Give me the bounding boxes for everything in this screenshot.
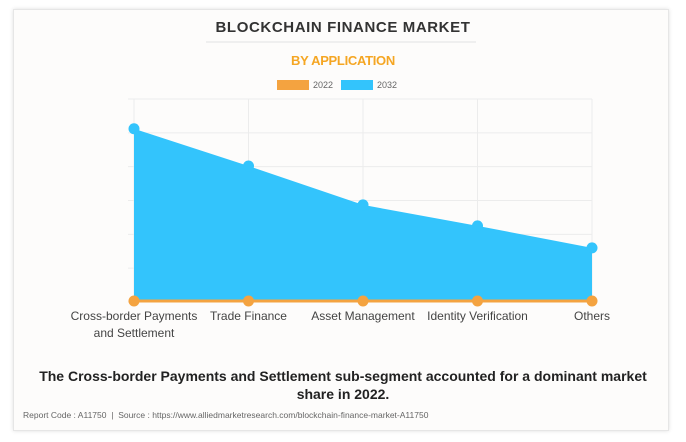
data-point-2032[interactable] xyxy=(472,220,483,232)
x-label-asset-management: Asset Management xyxy=(311,309,415,323)
data-point-2032[interactable] xyxy=(357,199,369,211)
legend-swatch-2022 xyxy=(277,80,309,90)
legend-label-2032: 2032 xyxy=(377,80,398,90)
x-label-cross-border: Cross-border Payments and Settlement xyxy=(70,309,198,340)
data-point-2022[interactable] xyxy=(243,295,254,307)
footer: Report Code : A11750 | Source : https://… xyxy=(23,410,428,420)
data-point-2022[interactable] xyxy=(128,295,140,307)
markers-2032 xyxy=(128,123,598,254)
chart-caption: The Cross-border Payments and Settlement… xyxy=(39,368,647,402)
source-link[interactable]: Source : https://www.alliedmarketresearc… xyxy=(118,410,429,420)
legend-item-2022[interactable]: 2022 xyxy=(277,80,333,90)
data-point-2022[interactable] xyxy=(472,295,483,307)
legend-item-2032[interactable]: 2032 xyxy=(341,80,397,90)
data-point-2022[interactable] xyxy=(586,295,598,307)
report-code: Report Code : A11750 xyxy=(23,410,107,420)
footer-separator: | xyxy=(111,410,114,420)
data-point-2032[interactable] xyxy=(243,160,254,172)
data-point-2032[interactable] xyxy=(586,242,598,254)
x-label-others: Others xyxy=(573,309,611,323)
area-2032[interactable] xyxy=(134,128,592,302)
data-point-2032[interactable] xyxy=(128,123,140,135)
title-divider xyxy=(206,41,476,43)
data-point-2022[interactable] xyxy=(357,295,369,307)
x-label-identity-verification: Identity Verification xyxy=(427,309,528,323)
x-label-trade-finance: Trade Finance xyxy=(210,309,287,323)
chart-title: BLOCKCHAIN FINANCE MARKET xyxy=(215,19,471,36)
chart-subtitle: BY APPLICATION xyxy=(291,53,395,68)
markers-2022 xyxy=(128,295,598,307)
legend: 2022 2032 xyxy=(277,80,405,90)
legend-label-2022: 2022 xyxy=(313,80,334,90)
legend-swatch-2032 xyxy=(341,80,374,90)
